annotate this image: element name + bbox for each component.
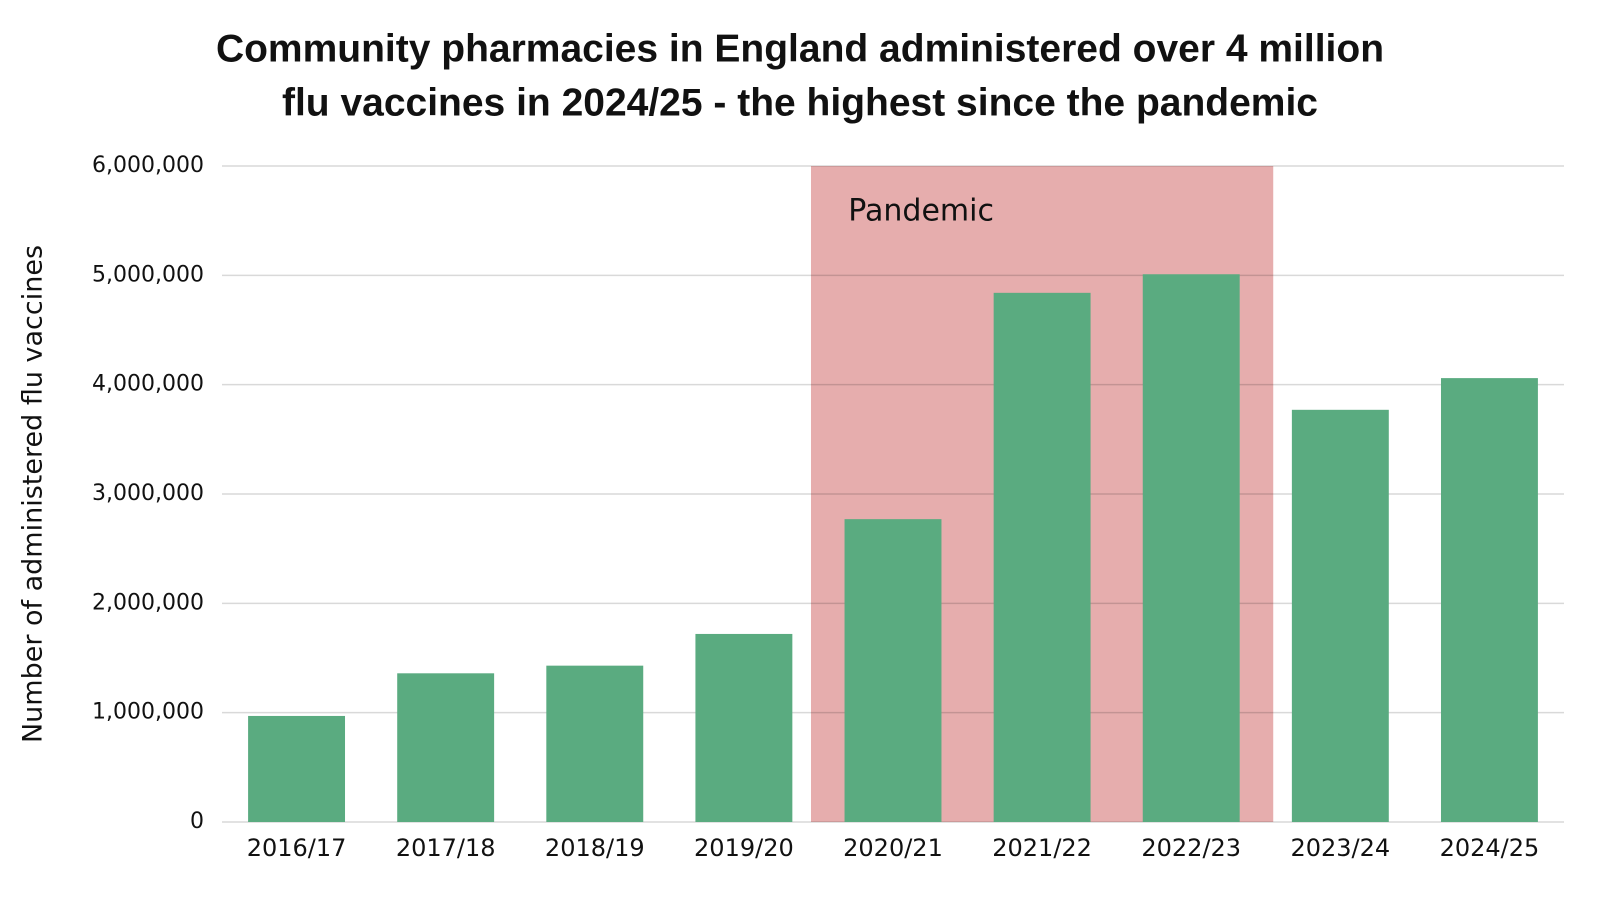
y-axis-label: Number of administered flu vaccines <box>18 245 49 743</box>
bar <box>993 292 1091 822</box>
x-tick-label: 2018/19 <box>545 834 645 862</box>
x-tick-label: 2019/20 <box>694 834 794 862</box>
y-tick-label: 6,000,000 <box>92 153 204 178</box>
bar <box>1440 378 1538 822</box>
bar <box>546 665 644 822</box>
bar <box>1142 274 1240 822</box>
y-tick-label: 3,000,000 <box>92 481 204 506</box>
y-tick-label: 0 <box>190 809 204 834</box>
bar <box>397 673 495 822</box>
bar <box>695 633 793 822</box>
chart-title: Community pharmacies in England administ… <box>216 27 1384 70</box>
x-tick-label: 2016/17 <box>247 834 347 862</box>
x-tick-label: 2017/18 <box>396 834 496 862</box>
annotation: Pandemic <box>848 194 994 229</box>
chart-title: flu vaccines in 2024/25 - the highest si… <box>282 81 1318 124</box>
y-tick-label: 4,000,000 <box>92 372 204 397</box>
x-tick-label: 2023/24 <box>1290 834 1390 862</box>
bar <box>844 519 942 822</box>
bar <box>1291 409 1389 822</box>
x-tick-label: 2021/22 <box>992 834 1092 862</box>
y-tick-label: 5,000,000 <box>92 262 204 287</box>
bar <box>248 715 346 822</box>
x-tick-label: 2022/23 <box>1141 834 1241 862</box>
x-tick-label: 2024/25 <box>1440 834 1540 862</box>
x-tick-label: 2020/21 <box>843 834 943 862</box>
y-tick-label: 2,000,000 <box>92 590 204 615</box>
y-tick-label: 1,000,000 <box>92 700 204 725</box>
